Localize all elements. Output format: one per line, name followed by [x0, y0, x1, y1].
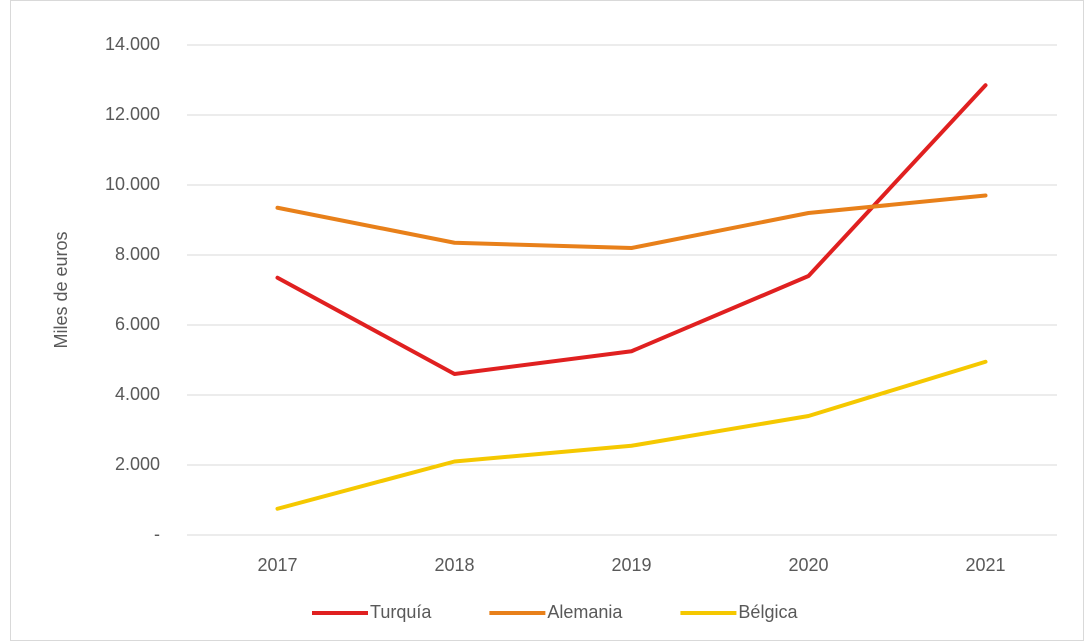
y-tick-label: 6.000 — [115, 314, 160, 334]
legend-label: Alemania — [547, 602, 623, 622]
x-tick-label: 2018 — [434, 555, 474, 575]
x-tick-label: 2019 — [611, 555, 651, 575]
y-tick-label: 4.000 — [115, 384, 160, 404]
y-tick-label: 10.000 — [105, 174, 160, 194]
y-axis-label: Miles de euros — [51, 231, 71, 348]
line-series — [275, 83, 988, 376]
y-tick-label: 8.000 — [115, 244, 160, 264]
y-tick-label: 12.000 — [105, 104, 160, 124]
x-tick-label: 2020 — [788, 555, 828, 575]
legend-label: Turquía — [370, 602, 432, 622]
y-tick-label: 14.000 — [105, 34, 160, 54]
x-tick-label: 2021 — [965, 555, 1005, 575]
line-series — [275, 193, 988, 250]
chart-border — [10, 0, 1084, 641]
y-tick-label: 2.000 — [115, 454, 160, 474]
y-tick-label: - — [154, 524, 160, 544]
x-tick-label: 2017 — [257, 555, 297, 575]
line-series — [275, 359, 988, 511]
legend-label: Bélgica — [738, 602, 798, 622]
